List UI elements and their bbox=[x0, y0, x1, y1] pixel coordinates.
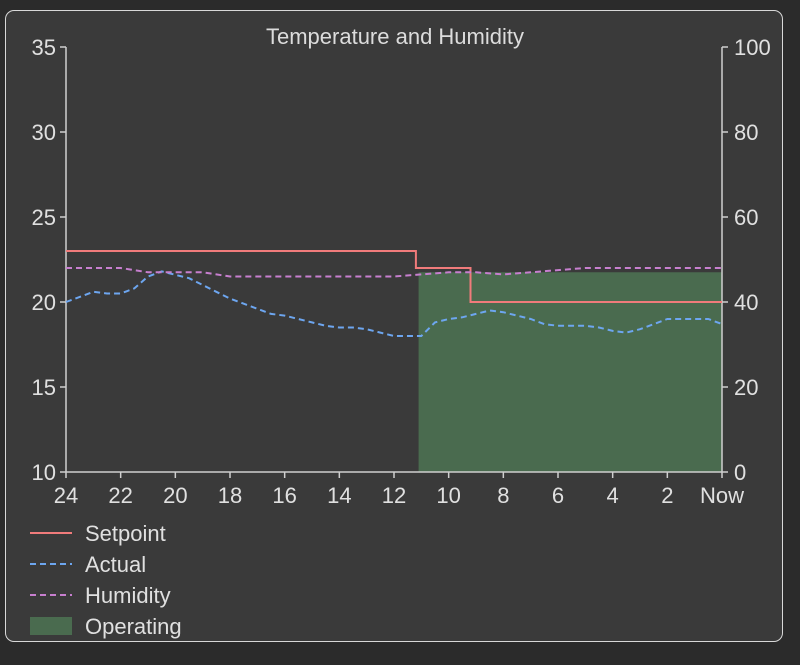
x-tick-label: 22 bbox=[108, 483, 132, 508]
y-left-tick-label: 35 bbox=[32, 35, 56, 60]
x-tick-label: 16 bbox=[272, 483, 296, 508]
chart-title: Temperature and Humidity bbox=[266, 24, 524, 49]
x-tick-label: 12 bbox=[382, 483, 406, 508]
x-tick-label: 8 bbox=[497, 483, 509, 508]
x-tick-label: 18 bbox=[218, 483, 242, 508]
x-tick-label: 6 bbox=[552, 483, 564, 508]
x-tick-label: 2 bbox=[661, 483, 673, 508]
y-right-tick-label: 0 bbox=[734, 460, 746, 485]
series-actual-line bbox=[65, 270, 723, 337]
legend-label-operating: Operating bbox=[85, 614, 182, 639]
x-tick-label: 20 bbox=[163, 483, 187, 508]
y-left-tick-label: 30 bbox=[32, 120, 56, 145]
y-left-tick-label: 10 bbox=[32, 460, 56, 485]
x-tick-label: 10 bbox=[436, 483, 460, 508]
y-left-tick-label: 20 bbox=[32, 290, 56, 315]
legend-swatch-operating bbox=[30, 617, 72, 635]
legend-label-humidity: Humidity bbox=[85, 583, 171, 608]
operating-area bbox=[418, 272, 722, 472]
series-setpoint-line bbox=[66, 250, 722, 303]
x-tick-label: 14 bbox=[327, 483, 351, 508]
series-layer bbox=[65, 250, 723, 337]
x-tick-label: Now bbox=[700, 483, 744, 508]
y-right-tick-label: 20 bbox=[734, 375, 758, 400]
x-tick-label: 24 bbox=[54, 483, 78, 508]
y-right-tick-label: 80 bbox=[734, 120, 758, 145]
legend-label-actual: Actual bbox=[85, 552, 146, 577]
x-tick-label: 4 bbox=[607, 483, 619, 508]
y-left-tick-label: 15 bbox=[32, 375, 56, 400]
operating-area-layer bbox=[418, 272, 722, 472]
y-right-tick-label: 60 bbox=[734, 205, 758, 230]
y-right-tick-label: 40 bbox=[734, 290, 758, 315]
legend-label-setpoint: Setpoint bbox=[85, 521, 166, 546]
y-right-tick-label: 100 bbox=[734, 35, 771, 60]
legend: Setpoint Actual Humidity Operating bbox=[30, 521, 182, 639]
y-left-tick-label: 25 bbox=[32, 205, 56, 230]
